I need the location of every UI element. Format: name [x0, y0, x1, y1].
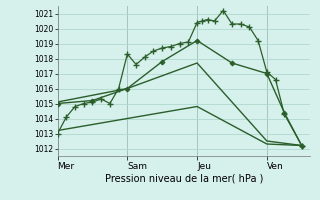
- X-axis label: Pression niveau de la mer( hPa ): Pression niveau de la mer( hPa ): [105, 173, 263, 183]
